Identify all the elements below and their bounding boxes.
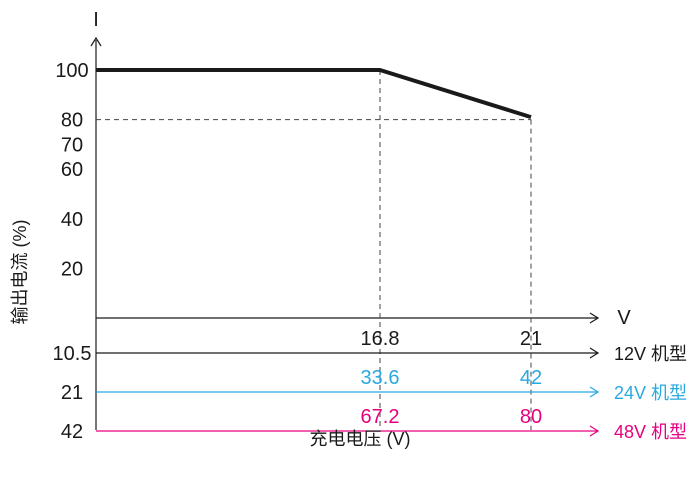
- scale-tick-label: 16.8: [361, 328, 400, 350]
- y-tick-label: 40: [61, 209, 83, 231]
- scale-model-label: 12V 机型: [614, 344, 687, 364]
- scale-tick-label: 42: [520, 367, 542, 389]
- voltage-scales: 10.5 16.8 21 12V 机型 21 33.6 42 24V 机型 42 67.2 80 48…: [53, 328, 688, 443]
- scale-arrowhead: [589, 347, 600, 359]
- scale-arrowhead: [589, 386, 600, 398]
- y-tick-label: 80: [61, 110, 83, 132]
- voltage-scale: 21 33.6 42 24V 机型: [61, 367, 687, 404]
- reference-lines: [96, 70, 532, 430]
- scale-tick-label: 33.6: [361, 367, 400, 389]
- x-axis-label: V: [617, 307, 631, 329]
- scale-start-label: 21: [61, 382, 83, 404]
- scale-start-label: 10.5: [53, 343, 92, 365]
- scale-start-label: 42: [61, 421, 83, 443]
- scale-tick-label: 67.2: [361, 406, 400, 428]
- scale-arrowhead: [589, 425, 600, 437]
- y-axis-label: I: [93, 9, 99, 31]
- y-axis-title: 输出电流 (%): [10, 220, 30, 325]
- y-tick-label: 70: [61, 134, 83, 156]
- y-tick-label: 60: [61, 159, 83, 181]
- y-tick-label: 20: [61, 258, 83, 280]
- y-axis: [90, 36, 102, 430]
- scale-tick-label: 80: [520, 406, 542, 428]
- x-axis-title: 充电电压 (V): [310, 429, 411, 449]
- series-line: [96, 68, 532, 120]
- scale-model-label: 48V 机型: [614, 422, 687, 442]
- x-axis: [96, 312, 600, 324]
- scale-model-label: 24V 机型: [614, 383, 687, 403]
- voltage-scale: 10.5 16.8 21 12V 机型: [53, 328, 688, 365]
- scale-tick-label: 21: [520, 328, 542, 350]
- y-tick-label: 100: [55, 60, 88, 82]
- voltage-scale: 42 67.2 80 48V 机型: [61, 406, 687, 443]
